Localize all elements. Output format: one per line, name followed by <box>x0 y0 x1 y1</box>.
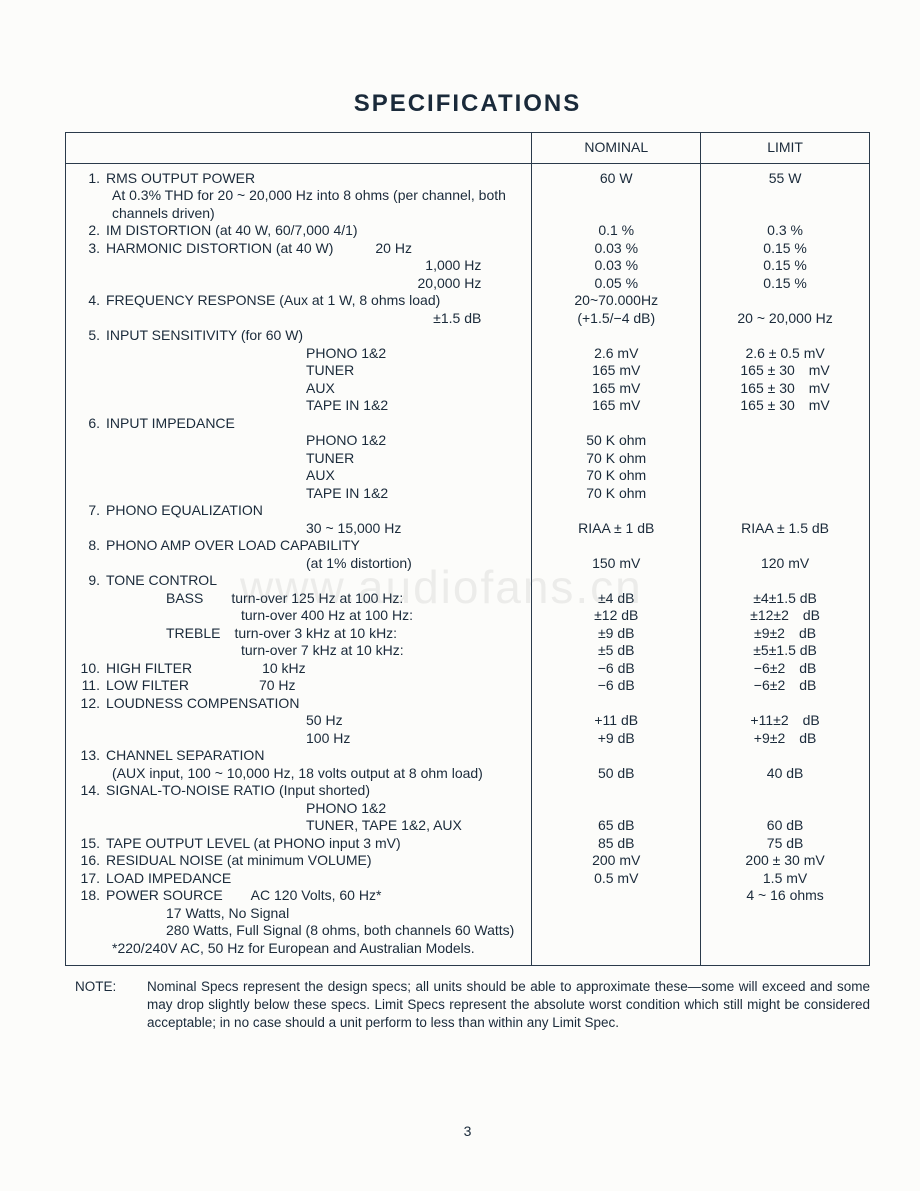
page: www.audiofans.cn SPECIFICATIONS NOMINAL … <box>0 0 920 1191</box>
note-block: NOTE: Nominal Specs represent the design… <box>65 978 870 1033</box>
note-label: NOTE: <box>75 978 147 1033</box>
page-title: SPECIFICATIONS <box>65 90 870 118</box>
header-limit: LIMIT <box>701 133 870 164</box>
nominal-cell: 60 W 0.1 % 0.03 % 0.03 % 0.05 % 20~70.00… <box>532 163 701 966</box>
header-blank <box>66 133 532 164</box>
limit-cell: 55 W 0.3 % 0.15 % 0.15 % 0.15 % 20 ~ 20,… <box>701 163 870 966</box>
spec-table: NOMINAL LIMIT 1.RMS OUTPUT POWER At 0.3%… <box>65 132 870 966</box>
page-number: 3 <box>65 1123 870 1139</box>
note-text: Nominal Specs represent the design specs… <box>147 978 870 1033</box>
spec-labels-cell: 1.RMS OUTPUT POWER At 0.3% THD for 20 ~ … <box>66 163 532 966</box>
header-nominal: NOMINAL <box>532 133 701 164</box>
